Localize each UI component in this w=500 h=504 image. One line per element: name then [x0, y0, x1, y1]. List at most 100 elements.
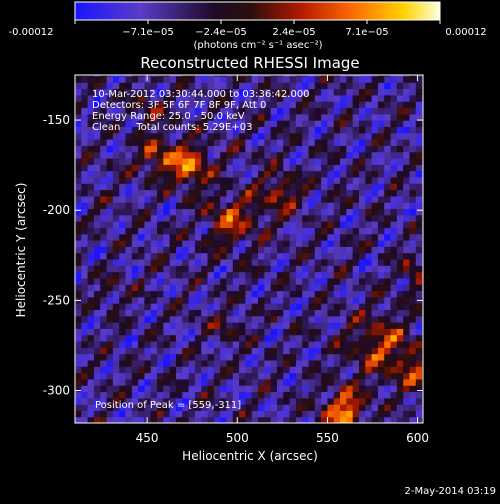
heatmap-cell [384, 271, 392, 279]
heatmap-cell [314, 221, 322, 228]
heatmap-cell [194, 113, 202, 121]
heatmap-cell [409, 170, 417, 178]
heatmap-cell [409, 303, 417, 310]
heatmap-cell [239, 151, 246, 159]
heatmap-cell [119, 366, 127, 374]
heatmap-cell [75, 208, 82, 216]
heatmap-cell [245, 252, 253, 260]
heatmap-cell [87, 303, 95, 310]
heatmap-cell [144, 290, 152, 298]
heatmap-cell [213, 334, 221, 342]
heatmap-cell [340, 378, 347, 386]
heatmap-cell [175, 334, 183, 342]
heatmap-cell [377, 94, 385, 102]
heatmap-cell [226, 183, 234, 191]
heatmap-cell [169, 82, 177, 90]
heatmap-cell [93, 151, 101, 159]
heatmap-cell [100, 75, 108, 83]
heatmap-cell [169, 214, 177, 222]
heatmap-cell [377, 189, 385, 197]
heatmap-cell [358, 202, 366, 210]
heatmap-cell [403, 195, 411, 203]
heatmap-cell [358, 372, 366, 380]
heatmap-cell [276, 75, 284, 77]
heatmap-cell [245, 145, 253, 153]
heatmap-cell [283, 145, 291, 153]
heatmap-cell [100, 227, 108, 235]
heatmap-cell [371, 397, 379, 405]
heatmap-cell [150, 277, 158, 285]
heatmap-cell [194, 208, 202, 216]
heatmap-cell [308, 183, 316, 191]
heatmap-cell [258, 290, 265, 298]
heatmap-cell [371, 88, 379, 96]
heatmap-cell [409, 277, 417, 285]
heatmap-cell [346, 75, 354, 83]
heatmap-cell [169, 233, 177, 241]
heatmap-cell [302, 246, 310, 254]
heatmap-cell [270, 101, 278, 109]
heatmap-cell [251, 113, 259, 121]
heatmap-cell [131, 353, 139, 361]
heatmap-cell [175, 183, 183, 191]
heatmap-cell [264, 359, 272, 367]
heatmap-cell [314, 277, 322, 285]
heatmap-cell [194, 410, 202, 418]
heatmap-cell [119, 164, 127, 172]
heatmap-cell [245, 366, 253, 374]
heatmap-cell [390, 75, 398, 83]
heatmap-cell [201, 170, 209, 178]
heatmap-cell [358, 113, 366, 121]
heatmap-cell [201, 214, 209, 222]
heatmap-cell [125, 88, 133, 96]
heatmap-cell [251, 391, 259, 399]
heatmap-cell [125, 397, 133, 405]
heatmap-cell [245, 107, 253, 115]
heatmap-cell [295, 378, 303, 386]
heatmap-cell [384, 340, 392, 348]
heatmap-cell [106, 372, 114, 380]
heatmap-cell [264, 151, 272, 159]
heatmap-cell [131, 290, 139, 298]
heatmap-cell [396, 126, 404, 134]
heatmap-cell [333, 277, 341, 285]
heatmap-cell [365, 372, 373, 380]
heatmap-cell [119, 227, 127, 235]
heatmap-cell [245, 189, 253, 197]
heatmap-cell [327, 120, 335, 127]
heatmap-cell [270, 410, 278, 418]
heatmap-cell [258, 353, 265, 361]
heatmap-cell [371, 120, 379, 127]
heatmap-cell [276, 164, 284, 172]
heatmap-cell [251, 75, 259, 83]
heatmap-cell [258, 258, 265, 266]
heatmap-cell [384, 94, 392, 102]
heatmap-cell [396, 246, 404, 254]
heatmap-cell [358, 347, 366, 355]
heatmap-cell [415, 75, 423, 83]
heatmap-cell [213, 277, 221, 285]
heatmap-cell [403, 202, 411, 210]
heatmap-cell [333, 227, 341, 235]
heatmap-cell [245, 75, 253, 83]
heatmap-cell [87, 88, 95, 96]
heatmap-cell [220, 410, 228, 418]
heatmap-cell [264, 221, 272, 228]
heatmap-cell [220, 372, 228, 380]
heatmap-cell [220, 75, 228, 83]
heatmap-cell [226, 347, 234, 355]
heatmap-cell [390, 347, 398, 355]
heatmap-cell [346, 296, 354, 304]
heatmap-cell [81, 303, 89, 310]
heatmap-cell [75, 151, 82, 159]
heatmap-cell [251, 195, 259, 203]
heatmap-cell [270, 94, 278, 102]
heatmap-cell [270, 88, 278, 96]
heatmap-cell [194, 227, 202, 235]
heatmap-cell [150, 309, 158, 317]
heatmap-cell [81, 221, 89, 228]
heatmap-cell [138, 303, 146, 310]
heatmap-cell [251, 340, 259, 348]
heatmap-cell [100, 284, 108, 292]
heatmap-cell [390, 290, 398, 298]
